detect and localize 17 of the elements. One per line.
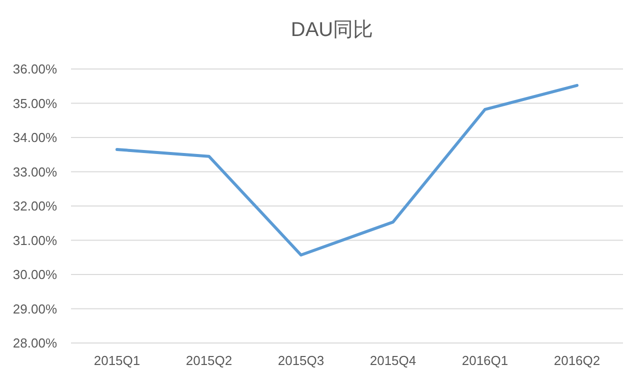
line-series — [116, 84, 578, 256]
y-tick-label: 29.00% — [12, 301, 58, 316]
y-tick-label: 35.00% — [12, 96, 58, 111]
y-tick-label: 28.00% — [12, 336, 58, 350]
y-tick-label: 32.00% — [12, 198, 58, 214]
y-tick-label: 33.00% — [12, 164, 58, 180]
x-tick-label: 2016Q2 — [554, 353, 600, 368]
x-tick-label: 2016Q1 — [462, 353, 508, 368]
chart-title: DAU同比 — [290, 19, 374, 41]
y-tick-label: 31.00% — [12, 232, 58, 248]
x-tick-label: 2015Q2 — [186, 353, 232, 368]
x-tick-label: 2015Q1 — [94, 353, 140, 368]
y-tick-label: 36.00% — [12, 62, 58, 76]
y-tick-label: 30.00% — [12, 267, 58, 282]
y-tick-label: 34.00% — [12, 130, 58, 145]
x-tick-label: 2015Q3 — [278, 353, 324, 368]
x-tick-label: 2015Q4 — [370, 353, 416, 368]
